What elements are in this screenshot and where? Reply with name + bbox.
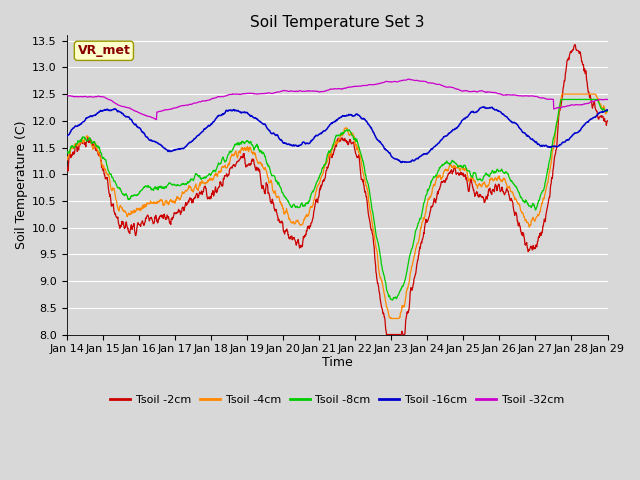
X-axis label: Time: Time — [322, 356, 353, 369]
Text: VR_met: VR_met — [77, 44, 131, 57]
Title: Soil Temperature Set 3: Soil Temperature Set 3 — [250, 15, 424, 30]
Y-axis label: Soil Temperature (C): Soil Temperature (C) — [15, 120, 28, 249]
Legend: Tsoil -2cm, Tsoil -4cm, Tsoil -8cm, Tsoil -16cm, Tsoil -32cm: Tsoil -2cm, Tsoil -4cm, Tsoil -8cm, Tsoi… — [106, 391, 568, 410]
